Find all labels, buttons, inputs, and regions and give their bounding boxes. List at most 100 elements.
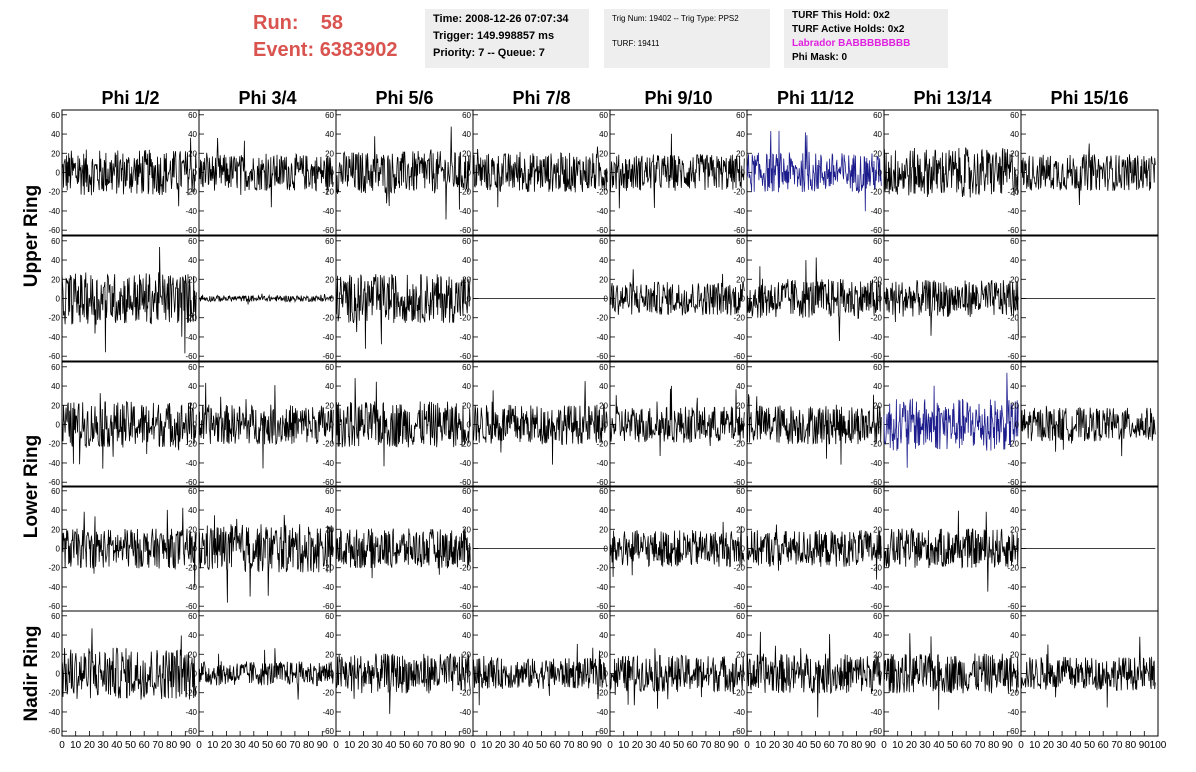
y-tick-label: 40 xyxy=(1010,256,1019,265)
y-tick-label: -20 xyxy=(459,440,471,449)
y-tick-label: -60 xyxy=(1007,602,1019,611)
y-tick-label: -20 xyxy=(48,314,60,323)
y-tick-label: 40 xyxy=(599,506,608,515)
x-tick-label: 0 xyxy=(59,740,65,751)
x-tick-label: 10 xyxy=(892,740,904,751)
y-tick-label: -40 xyxy=(596,583,608,592)
y-tick-label: -60 xyxy=(322,226,334,235)
y-tick-label: 40 xyxy=(873,130,882,139)
x-tick-label: 30 xyxy=(1057,740,1069,751)
y-tick-label: 40 xyxy=(599,130,608,139)
y-tick-label: 0 xyxy=(330,421,335,430)
y-tick-label: -40 xyxy=(733,583,745,592)
y-tick-label: -40 xyxy=(185,333,197,342)
y-tick-label: -20 xyxy=(185,440,197,449)
y-tick-label: 60 xyxy=(599,363,608,372)
x-tick-label: 50 xyxy=(947,740,959,751)
x-tick-label: 10 xyxy=(70,740,82,751)
y-tick-label: 60 xyxy=(188,487,197,496)
waveform-trace xyxy=(335,126,471,220)
x-tick-label: 30 xyxy=(920,740,932,751)
waveform-trace xyxy=(746,394,882,465)
y-tick-label: -20 xyxy=(1007,564,1019,573)
waveform-trace xyxy=(1020,405,1156,457)
y-tick-label: -60 xyxy=(733,226,745,235)
panel-frame xyxy=(335,109,474,236)
y-tick-label: 0 xyxy=(604,670,609,679)
y-tick-label: -20 xyxy=(596,440,608,449)
waveform-trace xyxy=(198,137,334,208)
y-tick-label: 20 xyxy=(599,275,608,284)
y-tick-label: 0 xyxy=(56,421,61,430)
y-tick-label: -60 xyxy=(459,478,471,487)
x-tick-label: 30 xyxy=(372,740,384,751)
y-tick-label: -40 xyxy=(48,708,60,717)
ring-label: Lower Ring xyxy=(21,435,42,538)
y-tick-label: 40 xyxy=(1010,382,1019,391)
y-tick-label: 20 xyxy=(188,149,197,158)
y-tick-label: -40 xyxy=(1007,583,1019,592)
waveform-trace xyxy=(335,378,471,467)
x-tick-label: 60 xyxy=(413,740,425,751)
y-tick-label: -20 xyxy=(322,689,334,698)
x-tick-label: 70 xyxy=(289,740,301,751)
y-tick-label: 20 xyxy=(188,275,197,284)
waveform-trace xyxy=(746,257,882,342)
y-tick-label: 60 xyxy=(462,612,471,621)
y-tick-label: 60 xyxy=(736,363,745,372)
x-tick-label: 60 xyxy=(1098,740,1110,751)
x-tick-label: 40 xyxy=(1070,740,1082,751)
y-tick-label: 60 xyxy=(1010,612,1019,621)
y-tick-label: -40 xyxy=(596,459,608,468)
y-tick-label: 0 xyxy=(56,670,61,679)
y-tick-label: -20 xyxy=(459,314,471,323)
y-tick-label: -60 xyxy=(48,727,60,736)
y-tick-label: -20 xyxy=(1007,188,1019,197)
y-tick-label: 40 xyxy=(873,506,882,515)
y-tick-label: -40 xyxy=(322,583,334,592)
y-tick-label: -20 xyxy=(459,564,471,573)
y-tick-label: 60 xyxy=(188,111,197,120)
waveform-trace xyxy=(883,510,1019,592)
y-tick-label: -60 xyxy=(459,352,471,361)
y-tick-label: -60 xyxy=(185,478,197,487)
x-tick-label: 60 xyxy=(550,740,562,751)
waveform-trace xyxy=(335,273,471,349)
run-row: Run: 58 xyxy=(253,10,398,37)
y-tick-label: -40 xyxy=(48,583,60,592)
run-info: Run: 58 Event: 6383902 xyxy=(253,10,398,64)
x-tick-label: 10 xyxy=(1029,740,1041,751)
y-tick-label: 0 xyxy=(604,545,609,554)
y-tick-label: -20 xyxy=(733,188,745,197)
x-tick-label: 50 xyxy=(262,740,274,751)
y-tick-label: -60 xyxy=(870,352,882,361)
x-tick-label: 70 xyxy=(152,740,164,751)
trigger-text: Trigger: 149.998857 ms xyxy=(433,30,555,42)
y-tick-label: -20 xyxy=(870,188,882,197)
labrador-text: Labrador BABBBBBBBB xyxy=(792,38,911,49)
y-tick-label: -60 xyxy=(48,226,60,235)
x-tick-label: 10 xyxy=(481,740,493,751)
waveform-trace xyxy=(883,372,1019,468)
y-tick-label: -60 xyxy=(459,226,471,235)
ring-label: Nadir Ring xyxy=(21,625,42,721)
x-tick-label: 80 xyxy=(714,740,726,751)
y-tick-label: -40 xyxy=(1007,207,1019,216)
y-tick-label: 20 xyxy=(736,650,745,659)
x-tick-label: 30 xyxy=(235,740,247,751)
x-tick-label: 70 xyxy=(974,740,986,751)
y-tick-label: -60 xyxy=(185,602,197,611)
y-tick-label: 20 xyxy=(462,149,471,158)
x-tick-label: 80 xyxy=(440,740,452,751)
y-tick-label: 60 xyxy=(51,363,60,372)
y-tick-label: 40 xyxy=(736,506,745,515)
y-tick-label: 0 xyxy=(56,295,61,304)
y-tick-label: -20 xyxy=(48,564,60,573)
y-tick-label: -20 xyxy=(185,314,197,323)
y-tick-label: 40 xyxy=(462,382,471,391)
waveform-trace xyxy=(198,514,334,603)
x-tick-label: 70 xyxy=(563,740,575,751)
column-header: Phi 7/8 xyxy=(512,88,570,108)
x-tick-label: 40 xyxy=(522,740,534,751)
y-tick-label: 20 xyxy=(873,401,882,410)
